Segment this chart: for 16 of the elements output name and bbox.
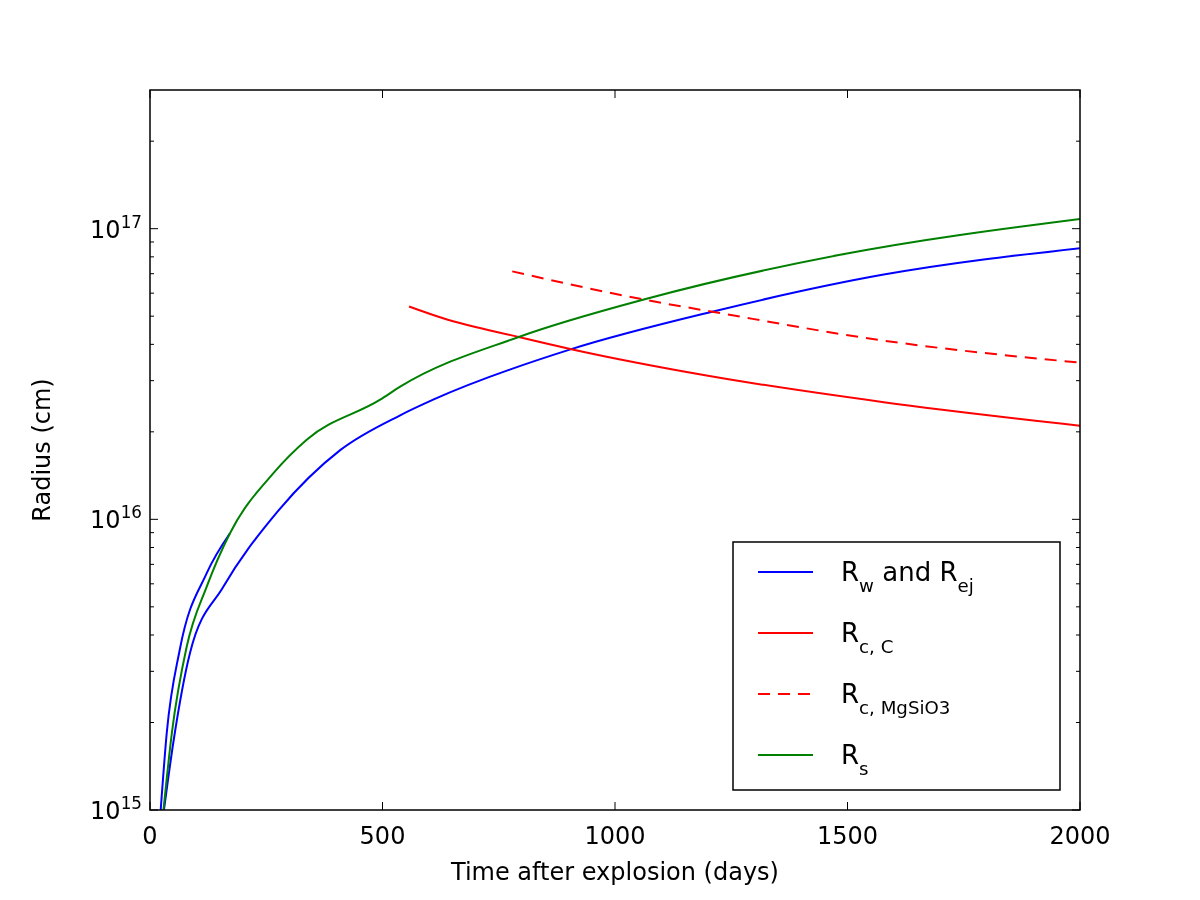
legend-label: R$_{s}$ bbox=[841, 740, 869, 779]
x-tick-label: 1500 bbox=[816, 822, 879, 850]
line-series bbox=[511, 270, 1080, 364]
x-tick-label: 0 bbox=[142, 822, 158, 850]
legend-label: R$_{c, MgSiO3}$ bbox=[841, 679, 951, 718]
x-tick-label: 2000 bbox=[1049, 822, 1111, 850]
x-tick-label: 1000 bbox=[584, 822, 646, 850]
y-tick-label: 10$^{15}$ bbox=[90, 793, 142, 825]
legend-label: R$_{c, C}$ bbox=[841, 618, 894, 657]
line-series bbox=[408, 305, 1080, 427]
y-axis-title: Radius (cm) bbox=[28, 378, 56, 522]
x-axis-title: Time after explosion (days) bbox=[450, 858, 779, 886]
y-tick-label: 10$^{16}$ bbox=[90, 502, 142, 535]
legend-label: R$_{w}$ and R$_{ej}$ bbox=[841, 557, 974, 596]
y-tick-label: 10$^{17}$ bbox=[90, 211, 142, 244]
x-tick-label: 500 bbox=[359, 822, 406, 850]
